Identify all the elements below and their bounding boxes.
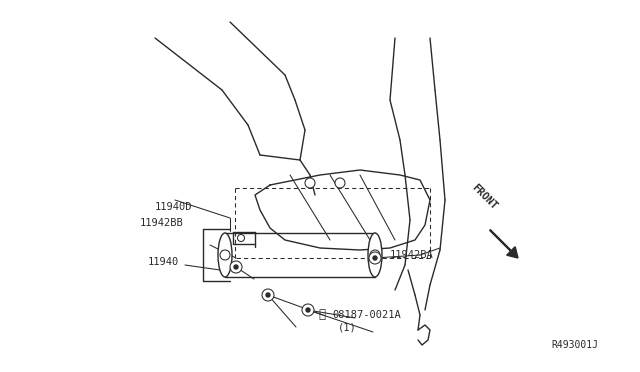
Circle shape <box>370 250 380 260</box>
Text: 11940D: 11940D <box>155 202 193 212</box>
Ellipse shape <box>218 233 232 277</box>
Circle shape <box>306 308 310 312</box>
Circle shape <box>335 178 345 188</box>
Text: R493001J: R493001J <box>552 340 598 350</box>
Text: Ⓑ: Ⓑ <box>318 308 325 321</box>
Ellipse shape <box>368 233 382 277</box>
Text: 11942BB: 11942BB <box>140 218 184 228</box>
FancyArrow shape <box>490 230 518 258</box>
Circle shape <box>234 265 238 269</box>
Circle shape <box>305 178 315 188</box>
Circle shape <box>373 256 377 260</box>
Circle shape <box>237 234 244 241</box>
Text: FRONT: FRONT <box>470 183 499 212</box>
Text: 08187-0021A: 08187-0021A <box>332 310 401 320</box>
Circle shape <box>230 261 242 273</box>
Circle shape <box>369 252 381 264</box>
Circle shape <box>262 289 274 301</box>
Text: 11940: 11940 <box>148 257 179 267</box>
Circle shape <box>266 293 270 297</box>
Circle shape <box>220 250 230 260</box>
Circle shape <box>302 304 314 316</box>
Text: 11942BA: 11942BA <box>390 250 434 260</box>
Text: (1): (1) <box>338 322 356 332</box>
